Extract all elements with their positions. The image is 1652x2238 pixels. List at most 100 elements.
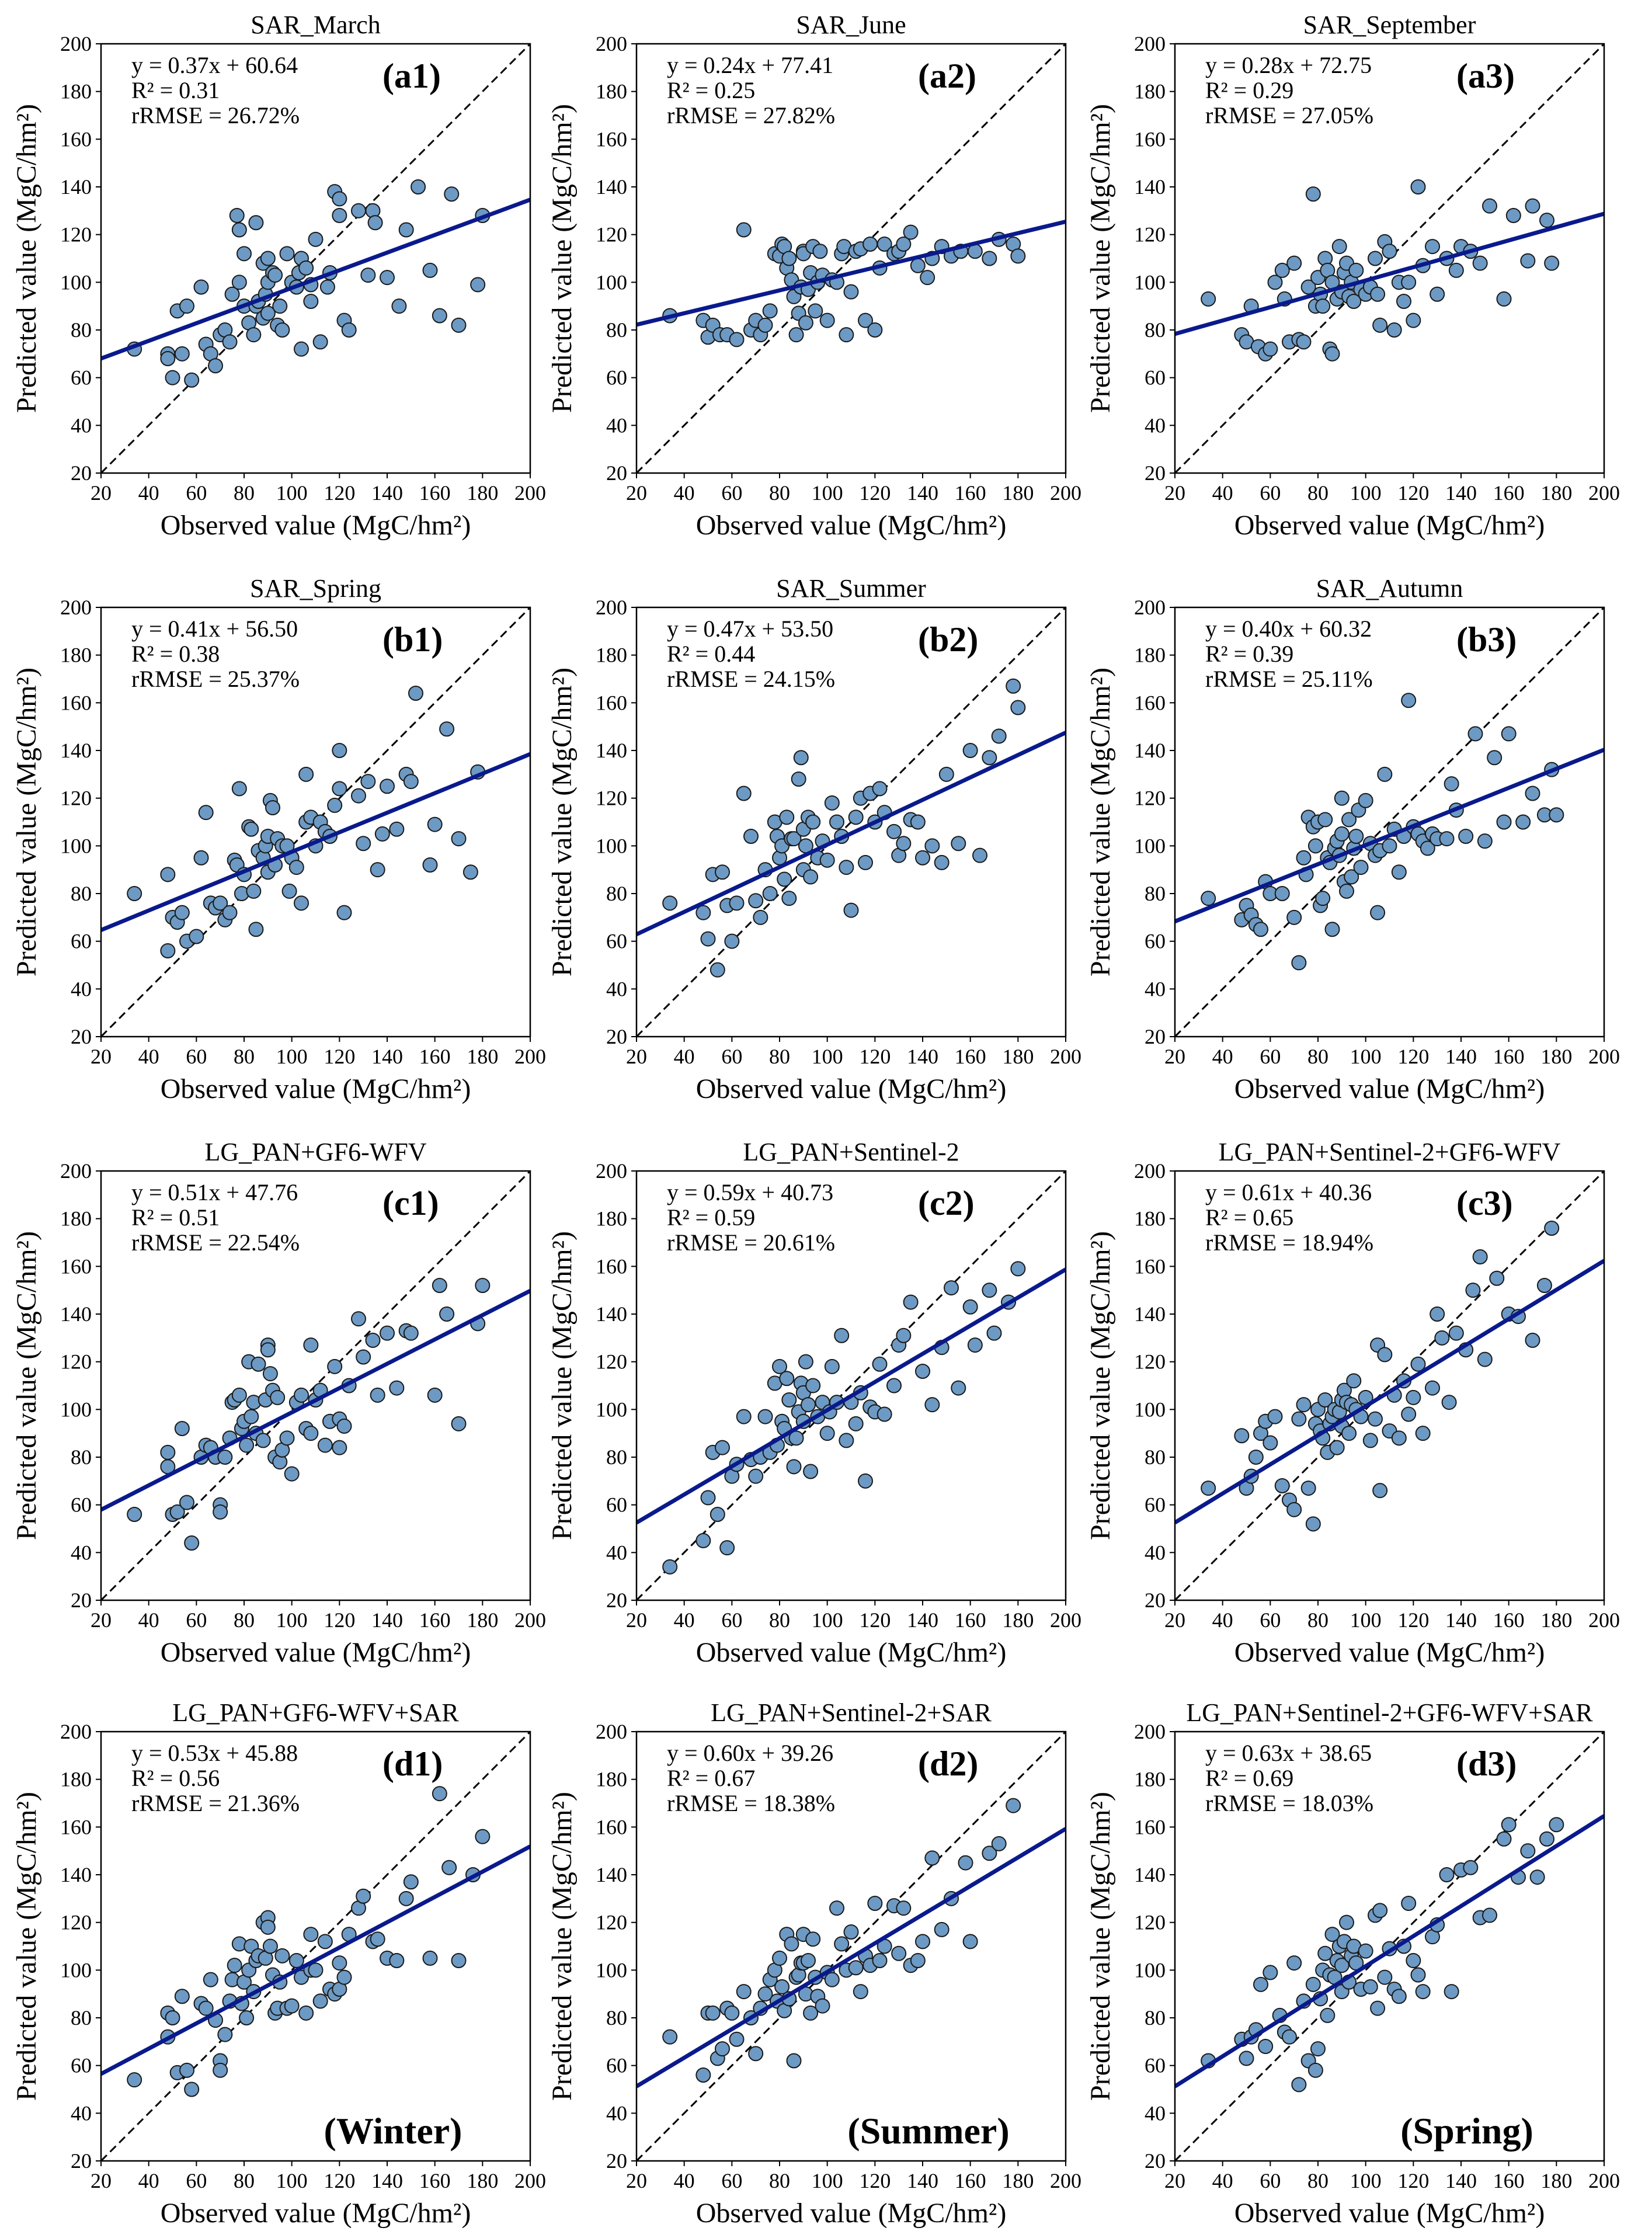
data-point (1331, 239, 1347, 255)
data-point (1344, 869, 1359, 885)
x-tick-label: 140 (907, 1045, 938, 1068)
x-tick-label: 160 (419, 1608, 451, 1632)
data-point (1010, 1261, 1026, 1277)
y-axis-label: Predicted value (MgC/hm²) (547, 1231, 578, 1540)
fit-line (101, 1289, 530, 1512)
data-point (729, 332, 745, 347)
data-point (848, 809, 864, 825)
data-point (1501, 726, 1517, 742)
rrmse-value: rRMSE = 18.94% (1205, 1229, 1373, 1256)
data-point (1286, 909, 1302, 925)
y-tick-label: 200 (60, 32, 92, 55)
panel-label: (d1) (382, 1744, 443, 1783)
data-point (475, 1829, 491, 1844)
x-tick-label: 40 (138, 2169, 159, 2192)
r-squared: R² = 0.25 (667, 77, 755, 103)
x-tick-label: 20 (91, 1045, 112, 1068)
data-point (962, 743, 978, 758)
data-point (1296, 850, 1312, 866)
data-point (839, 1433, 854, 1448)
data-point (398, 1891, 414, 1906)
data-point (432, 308, 447, 324)
data-point (753, 909, 768, 925)
data-point (1334, 1958, 1350, 1973)
y-axis-label: Predicted value (MgC/hm²) (11, 104, 42, 413)
data-point (298, 260, 314, 276)
data-point (439, 1306, 455, 1322)
x-tick-label: 140 (1445, 1045, 1477, 1068)
x-tick-label: 40 (674, 2169, 695, 2192)
x-tick-label: 140 (371, 481, 403, 505)
data-point (1320, 2007, 1335, 2023)
data-point (1368, 1411, 1383, 1427)
data-point (1305, 1516, 1321, 1532)
data-point (1291, 2077, 1307, 2093)
x-axis-label: Observed value (MgC/hm²) (1234, 2198, 1545, 2229)
data-point (248, 922, 264, 937)
x-tick-label: 100 (276, 481, 308, 505)
data-point (174, 1421, 190, 1436)
x-tick-label: 20 (91, 1608, 112, 1632)
data-point (991, 1836, 1007, 1851)
data-point (451, 1416, 467, 1431)
panel-label: (c1) (382, 1184, 439, 1222)
data-point (962, 1299, 978, 1315)
regression-equation: y = 0.28x + 72.75 (1205, 52, 1372, 78)
x-tick-label: 60 (721, 1608, 742, 1632)
data-point (748, 2046, 764, 2062)
data-point (801, 1953, 816, 1968)
panel-label: (c2) (918, 1184, 975, 1222)
x-tick-label: 160 (1493, 1045, 1525, 1068)
data-point (356, 1888, 371, 1904)
data-point (772, 1950, 787, 1966)
y-tick-label: 140 (596, 739, 627, 762)
data-point (260, 305, 276, 321)
data-point (1258, 2039, 1274, 2054)
y-tick-label: 140 (1134, 175, 1166, 199)
fit-line (1175, 211, 1604, 336)
panel-label: (a1) (382, 57, 441, 95)
y-tick-label: 40 (1145, 2101, 1166, 2125)
y-tick-label: 40 (1145, 413, 1166, 437)
x-tick-label: 140 (1445, 481, 1477, 505)
r-squared: R² = 0.67 (667, 1765, 755, 1791)
data-point (1248, 1450, 1264, 1465)
r-squared: R² = 0.56 (131, 1765, 220, 1791)
data-point (815, 1998, 830, 2014)
x-tick-label: 180 (1002, 481, 1034, 505)
r-squared: R² = 0.44 (667, 641, 755, 667)
x-tick-label: 140 (371, 1045, 403, 1068)
data-point (915, 1364, 930, 1379)
panel-title: SAR_Autumn (1316, 574, 1463, 603)
data-point (757, 1986, 773, 2002)
x-tick-label: 80 (769, 2169, 790, 2192)
y-axis-label: Predicted value (MgC/hm²) (1085, 104, 1116, 413)
y-tick-label: 200 (1134, 1159, 1166, 1183)
data-point (1362, 1979, 1378, 1994)
y-tick-label: 40 (606, 1541, 627, 1564)
data-point (729, 895, 745, 911)
x-tick-label: 20 (91, 2169, 112, 2192)
x-tick-label: 200 (1588, 2169, 1620, 2192)
data-point (805, 814, 821, 830)
data-point (365, 1332, 381, 1348)
x-tick-label: 80 (234, 1608, 255, 1632)
y-tick-label: 40 (606, 977, 627, 1000)
y-tick-label: 80 (606, 882, 627, 905)
data-point (389, 1380, 405, 1396)
data-point (160, 943, 176, 958)
x-tick-label: 140 (907, 481, 938, 505)
x-tick-label: 200 (514, 2169, 546, 2192)
data-point (700, 931, 716, 947)
y-tick-label: 160 (596, 1815, 627, 1839)
data-point (332, 191, 347, 207)
x-tick-label: 160 (955, 1045, 986, 1068)
data-point (332, 208, 347, 223)
data-point (336, 1418, 352, 1434)
y-tick-label: 200 (1134, 1720, 1166, 1743)
x-tick-label: 80 (234, 1045, 255, 1068)
data-point (848, 1960, 864, 1976)
data-point (1377, 1347, 1393, 1363)
data-point (1401, 1406, 1417, 1422)
